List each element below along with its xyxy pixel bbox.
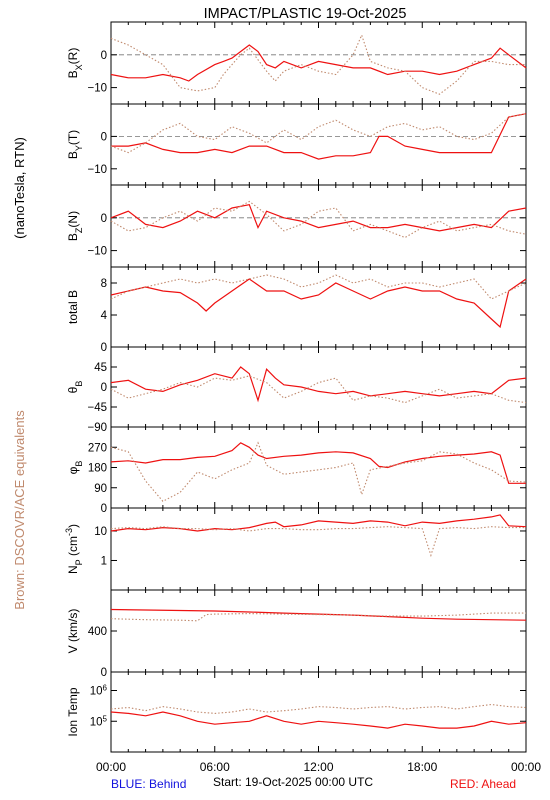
y-tick-label: 10 (94, 526, 107, 538)
series-ahead-btotal (110, 278, 527, 329)
series-ahead-theta (110, 366, 527, 403)
series-ace-theta (110, 375, 527, 404)
series-ace-bz (110, 200, 527, 239)
y-tick-label: 4 (101, 310, 108, 322)
series-ace-np (110, 526, 526, 558)
ahead-legend: RED: Ahead (450, 777, 516, 791)
y-tick-label: −10 (87, 83, 107, 95)
panel-phi: 0 90 180 270 φB (66, 426, 527, 515)
panel-frame (110, 21, 527, 105)
series-ahead-by (111, 113, 527, 160)
series-ahead-bz (110, 204, 527, 232)
series-ace-by (110, 113, 527, 154)
panel-frame (110, 671, 527, 753)
y-tick-label: 270 (88, 442, 107, 454)
y-axis-label: NP (cm-3) (64, 524, 84, 574)
panel-v: 0 400 V (km/s) (66, 589, 527, 679)
page-title: IMPACT/PLASTIC 19-Oct-2025 (204, 6, 407, 22)
y-tick-label: 105 (90, 714, 108, 729)
y-tick-label: 90 (94, 483, 107, 495)
series-ace-v (110, 612, 526, 622)
y-tick-label: 0 (101, 667, 107, 679)
series-ahead-temp (110, 711, 527, 729)
x-tick-label: 12:00 (303, 760, 333, 774)
x-tick-label: 00:00 (511, 760, 541, 774)
y-axis-label: V (km/s) (66, 609, 80, 654)
panel-frame (110, 103, 527, 186)
series-ahead-bx (110, 44, 527, 82)
y-tick-label: 0 (101, 342, 107, 354)
series-ahead-v (110, 608, 527, 621)
y-tick-label: −90 (87, 422, 107, 434)
ace-equivalents-label: Brown: DSCOVR/ACE equivalents (12, 410, 27, 610)
panel-frame (110, 266, 527, 348)
y-tick-label: 0 (101, 131, 107, 143)
series-ace-phi (110, 441, 527, 502)
series-ace-bx (110, 33, 526, 95)
x-tick-label: 18:00 (407, 760, 437, 774)
y-tick-label: 106 (90, 683, 108, 698)
y-tick-label: 0 (101, 50, 107, 62)
y-tick-label: −45 (87, 402, 107, 414)
panel-frame (110, 589, 527, 673)
y-axis-label: φB (66, 461, 84, 475)
panel-bz: −10 0 BZ(N) (66, 184, 527, 268)
series-ahead-phi (110, 442, 526, 484)
y-tick-label: 8 (101, 278, 107, 290)
panel-btotal: 0 4 8 total B (66, 266, 527, 354)
x-tick-label: 06:00 (200, 760, 230, 774)
y-tick-label: 1 (101, 555, 107, 567)
panel-theta: −90 −45 0 45 θB (66, 346, 527, 434)
panel-temp: 105 106 Ion Temp (66, 671, 527, 753)
behind-legend: BLUE: Behind (111, 777, 186, 791)
series-ahead-np (110, 514, 527, 532)
y-axis-label: BY(T) (66, 130, 84, 159)
y-tick-label: 0 (101, 503, 107, 515)
y-tick-label: −10 (87, 164, 107, 176)
y-tick-label: 180 (88, 463, 107, 475)
y-tick-label: 0 (101, 382, 107, 394)
panel-bx: −10 0 BX(R) (66, 21, 527, 105)
panel-by: −10 0 BY(T) (66, 103, 527, 186)
start-time-label: Start: 19-Oct-2025 00:00 UTC (213, 775, 373, 789)
y-axis-label: BZ(N) (66, 211, 84, 241)
units-label: (nanoTesla, RTN) (12, 137, 27, 239)
panel-frame (110, 426, 527, 509)
y-tick-label: −10 (87, 246, 107, 258)
y-axis-label: Ion Temp (66, 687, 80, 736)
y-tick-label: 45 (94, 362, 107, 374)
panel-np: 1 10 NP (cm-3) (64, 507, 527, 591)
y-axis-label: total B (66, 290, 80, 324)
y-tick-label: 400 (88, 626, 107, 638)
y-axis-label: θB (66, 381, 84, 394)
series-ace-btotal (110, 274, 527, 300)
x-tick-label: 00:00 (96, 760, 126, 774)
y-tick-label: 0 (101, 213, 107, 225)
series-ace-temp (110, 703, 527, 714)
time-axis: 00:00 06:00 12:00 18:00 00:00 (96, 760, 541, 774)
y-axis-label: BX(R) (66, 48, 84, 79)
